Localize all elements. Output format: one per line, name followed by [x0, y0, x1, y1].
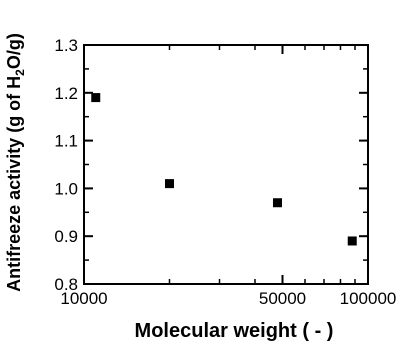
data-point	[347, 236, 357, 246]
plot-frame	[83, 44, 369, 285]
y-tick-label: 0.8	[54, 275, 78, 294]
x-axis-title: Molecular weight ( - )	[135, 320, 334, 342]
y-axis-title-end: O/g)	[4, 33, 24, 69]
y-tick-label: 0.9	[54, 227, 78, 246]
x-tick-label: 50000	[259, 289, 306, 308]
y-axis-title-subscript: 2	[13, 69, 27, 76]
data-point	[164, 179, 174, 189]
data-points	[91, 93, 357, 246]
y-tick-labels: 0.8 0.9 1.0 1.1 1.2 1.3	[54, 36, 78, 294]
y-tick-label: 1.1	[54, 132, 78, 151]
minor-ticks	[84, 44, 368, 285]
data-point	[272, 198, 282, 208]
y-tick-label: 1.2	[54, 84, 78, 103]
major-ticks	[83, 44, 369, 285]
data-point	[91, 93, 101, 103]
y-tick-label: 1.3	[54, 36, 78, 55]
y-axis-title: Antifreeze activity (g of H2O/g)	[4, 33, 27, 292]
x-tick-label: 100000	[340, 289, 397, 308]
y-tick-label: 1.0	[54, 179, 78, 198]
y-axis-title-main: Antifreeze activity (g of H	[4, 76, 24, 292]
x-tick-labels: 10000 50000 100000	[60, 289, 396, 308]
x-tick-label: 10000	[60, 289, 107, 308]
